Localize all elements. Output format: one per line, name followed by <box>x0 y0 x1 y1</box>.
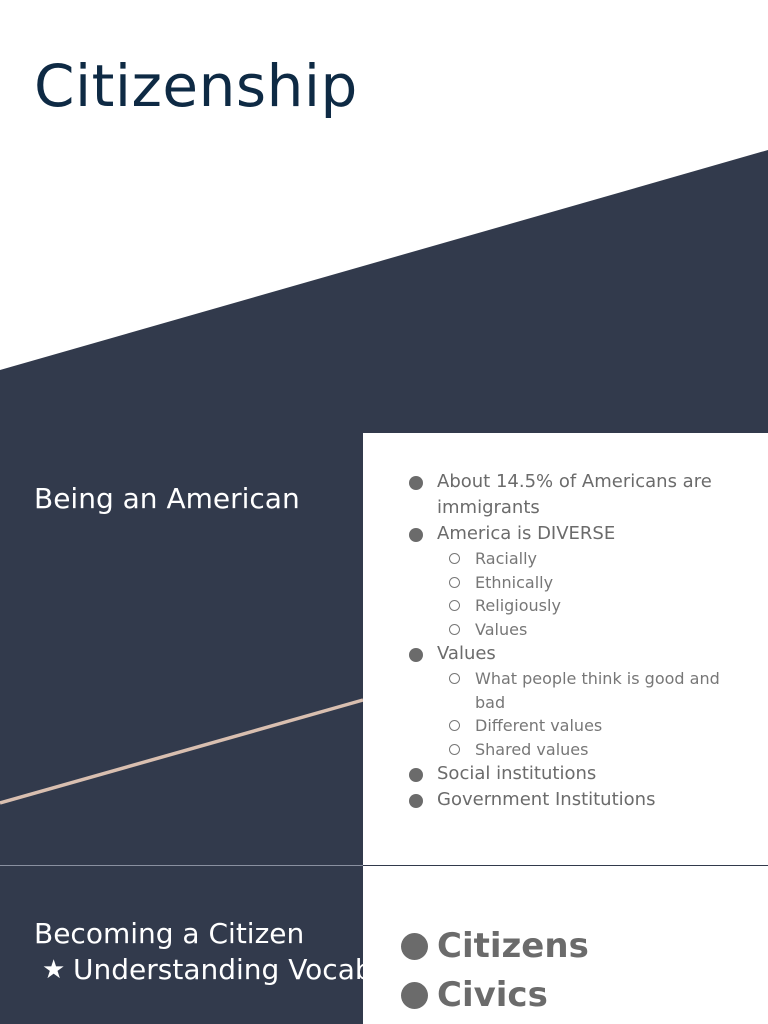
bullet-text: About 14.5% of Americans are immigrants <box>437 471 712 518</box>
content-panel-becoming-citizen: Citizens Civics <box>363 866 768 1024</box>
sub-list-item: Different values <box>437 714 748 738</box>
bullet-list: Citizens Civics <box>401 922 589 1020</box>
sub-list-item: Values <box>437 618 748 642</box>
list-item: About 14.5% of Americans are immigrants <box>408 469 748 521</box>
bullet-text: Values <box>437 643 496 664</box>
accent-diagonal-line <box>0 698 364 805</box>
sub-list-item: What people think is good and bad <box>437 667 748 714</box>
sub-list-item: Shared values <box>437 738 748 762</box>
list-item: Citizens <box>401 922 589 971</box>
bullet-text: Government Institutions <box>437 789 656 810</box>
sub-list: Racially Ethnically Religiously Values <box>437 547 748 641</box>
page-title: Citizenship <box>34 52 358 120</box>
star-icon: ★ <box>42 955 66 985</box>
list-item: Civics <box>401 971 589 1020</box>
section-heading-becoming-citizen: Becoming a Citizen ★ Understanding Vocab <box>34 916 373 988</box>
list-item: Values What people think is good and bad… <box>408 641 748 761</box>
sub-list: What people think is good and bad Differ… <box>437 667 748 761</box>
sub-list-item: Religiously <box>437 594 748 618</box>
sub-list-item: Racially <box>437 547 748 571</box>
sub-item-text: Understanding Vocab <box>73 953 373 986</box>
content-panel-being-american: About 14.5% of Americans are immigrants … <box>363 433 768 865</box>
sub-list: ★ Understanding Vocab <box>34 952 373 988</box>
bullet-list: About 14.5% of Americans are immigrants … <box>408 469 748 813</box>
list-item: Government Institutions <box>408 787 748 813</box>
navy-lower-band <box>0 866 363 1024</box>
sub-list-item: ★ Understanding Vocab <box>34 952 373 988</box>
bullet-text: Social institutions <box>437 763 597 784</box>
section-heading-text: Becoming a Citizen <box>34 917 305 950</box>
section-heading-being-american: Being an American <box>34 482 300 515</box>
list-item: Social institutions <box>408 761 748 787</box>
bullet-text: America is DIVERSE <box>437 523 616 544</box>
sub-list-item: Ethnically <box>437 571 748 595</box>
list-item: America is DIVERSE Racially Ethnically R… <box>408 521 748 641</box>
